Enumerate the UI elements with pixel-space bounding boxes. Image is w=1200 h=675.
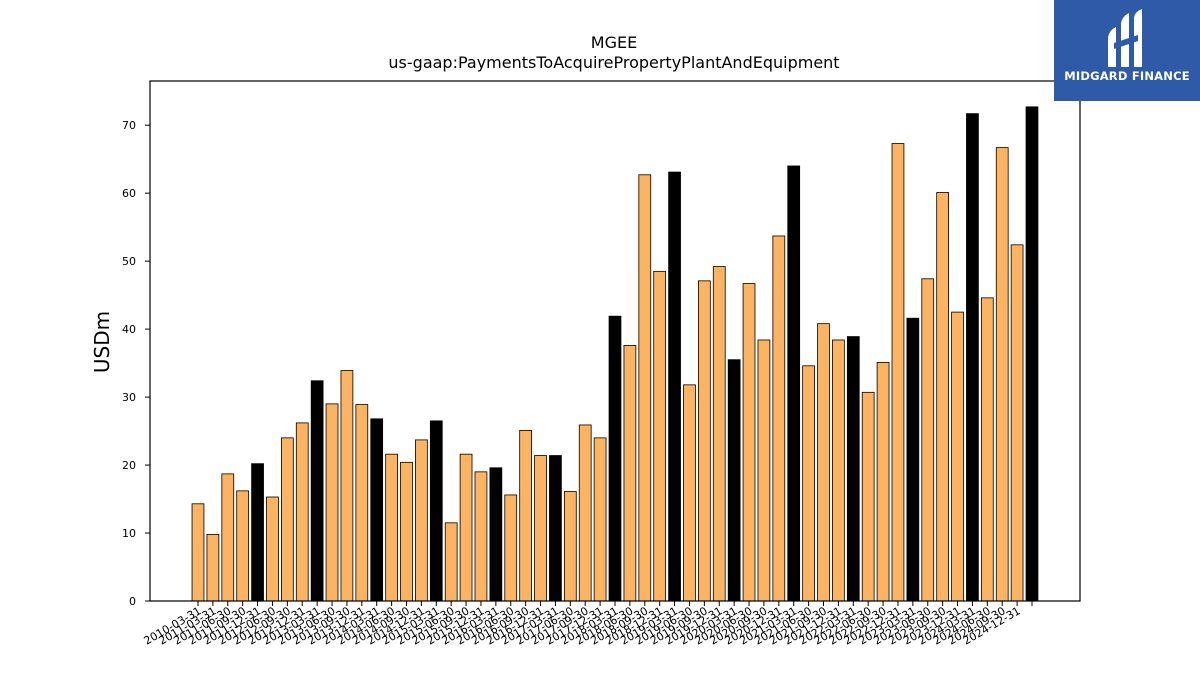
bar	[295, 422, 309, 602]
bar	[370, 418, 384, 602]
logo-text: MIDGARD FINANCE	[1064, 69, 1190, 83]
bar	[906, 317, 920, 602]
bar	[593, 437, 607, 602]
y-tick-label: 70	[122, 119, 136, 132]
bar	[802, 365, 815, 602]
bar	[355, 404, 369, 602]
bar	[266, 496, 279, 602]
bar	[325, 403, 339, 602]
bar	[921, 278, 935, 602]
bar	[846, 336, 860, 602]
bar	[251, 463, 264, 602]
bar	[668, 171, 681, 602]
y-tick-label: 60	[122, 187, 136, 200]
bar	[1010, 244, 1024, 602]
midgard-finance-logo: MIDGARD FINANCE	[1054, 0, 1200, 101]
bar	[400, 461, 413, 602]
bar	[206, 533, 220, 602]
y-tick-label: 30	[122, 391, 136, 404]
midgard-logo-icon	[1108, 9, 1142, 67]
bar	[236, 490, 250, 602]
bar	[415, 439, 428, 602]
bar	[727, 359, 741, 602]
bar	[876, 362, 890, 602]
x-axis: 2010-03-312011-03-312011-06-302011-09-30…	[142, 601, 1033, 648]
bar	[429, 420, 443, 602]
y-axis-label: USDm	[90, 311, 114, 373]
bar	[698, 280, 711, 602]
bar	[980, 297, 994, 602]
bar	[772, 235, 786, 602]
bar	[221, 473, 235, 602]
bar	[638, 174, 652, 602]
bar	[280, 437, 294, 602]
bar	[444, 522, 458, 602]
bar	[608, 315, 622, 602]
bar	[995, 147, 1009, 602]
bar	[474, 471, 488, 602]
bar	[817, 323, 830, 602]
bar	[787, 165, 801, 602]
bar	[191, 503, 205, 602]
bar	[519, 429, 533, 602]
bar	[578, 424, 592, 602]
bar	[504, 494, 518, 602]
y-tick-label: 20	[122, 459, 136, 472]
chart-subtitle: us-gaap:PaymentsToAcquirePropertyPlantAn…	[388, 53, 839, 72]
bar	[653, 270, 667, 602]
bar	[742, 283, 756, 602]
bar	[534, 455, 547, 602]
bar	[489, 467, 503, 602]
bar	[936, 192, 950, 602]
bar	[832, 339, 845, 602]
y-tick-label: 50	[122, 255, 136, 268]
bar	[563, 491, 577, 602]
y-tick-label: 0	[129, 595, 136, 608]
bar	[385, 453, 398, 602]
bar	[459, 453, 473, 602]
bar	[951, 311, 964, 602]
bar	[891, 143, 905, 602]
bar	[549, 455, 562, 602]
y-tick-label: 40	[122, 323, 136, 336]
y-axis: 0 10 20 30 40 50 60 70	[122, 119, 150, 608]
bar	[683, 384, 696, 602]
y-tick-label: 10	[122, 527, 136, 540]
bar	[340, 370, 354, 602]
bar	[966, 113, 979, 602]
bar	[623, 345, 637, 602]
chart-title: MGEE	[591, 33, 637, 52]
bar	[757, 339, 771, 602]
plot-frame	[149, 80, 1081, 602]
bars-layer	[191, 106, 1039, 602]
bar	[712, 266, 726, 602]
bar	[310, 380, 324, 602]
bar	[861, 391, 875, 602]
bar	[1025, 106, 1039, 602]
